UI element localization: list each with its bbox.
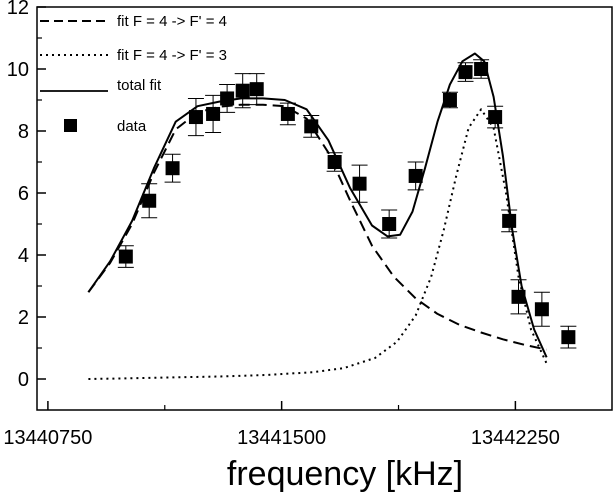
data-point	[165, 161, 180, 176]
x-tick-label: 13442250	[471, 427, 560, 449]
data-point	[206, 106, 221, 121]
fit-f4-f3-curve	[88, 108, 548, 380]
data-point	[442, 93, 457, 107]
data-point	[188, 110, 203, 125]
data-point	[502, 213, 517, 228]
data-point	[382, 217, 397, 231]
data-point	[220, 91, 235, 106]
x-tick-label: 13440750	[3, 427, 92, 449]
legend-label-total-fit: total fit	[117, 77, 162, 94]
y-tick-label: 0	[18, 369, 29, 391]
legend-swatch-square	[64, 119, 77, 132]
y-tick-label: 4	[18, 245, 29, 267]
data-point	[408, 168, 423, 183]
legend-label-fit-f4-f3: fit F = 4 -> F' = 3	[117, 47, 227, 64]
legend-label-data: data	[117, 118, 147, 135]
data-point	[474, 62, 489, 76]
data-markers	[118, 62, 576, 345]
y-axis: 0 2 4 6 8 10 12	[7, 0, 46, 391]
data-point	[304, 119, 319, 134]
data-point	[118, 249, 133, 264]
data-point	[488, 110, 503, 125]
fit-f4-f4-curve	[87, 103, 547, 351]
x-axis-title: frequency [kHz]	[227, 455, 463, 493]
data-point	[235, 83, 250, 98]
data-point	[327, 155, 342, 169]
plot-frame	[36, 6, 613, 411]
legend-label-fit-f4-f4: fit F = 4 -> F' = 4	[117, 13, 227, 30]
y-tick-label: 12	[7, 0, 29, 19]
legend: fit F = 4 -> F' = 4 fit F = 4 -> F' = 3 …	[40, 13, 227, 135]
data-point	[280, 106, 295, 121]
x-tick-label: 13441500	[237, 427, 326, 449]
data-point	[534, 302, 549, 317]
data-point	[561, 330, 576, 345]
data-point	[249, 82, 264, 97]
y-tick-label: 10	[7, 59, 29, 81]
plot-area	[36, 6, 613, 411]
y-tick-label: 8	[18, 121, 29, 143]
data-point	[458, 65, 473, 80]
y-tick-label: 2	[18, 307, 29, 329]
data-point	[352, 176, 367, 191]
y-tick-label: 6	[18, 183, 29, 205]
x-axis: 13440750 13441500 13442250	[3, 401, 560, 449]
data-point	[142, 193, 157, 208]
data-point	[511, 289, 526, 304]
